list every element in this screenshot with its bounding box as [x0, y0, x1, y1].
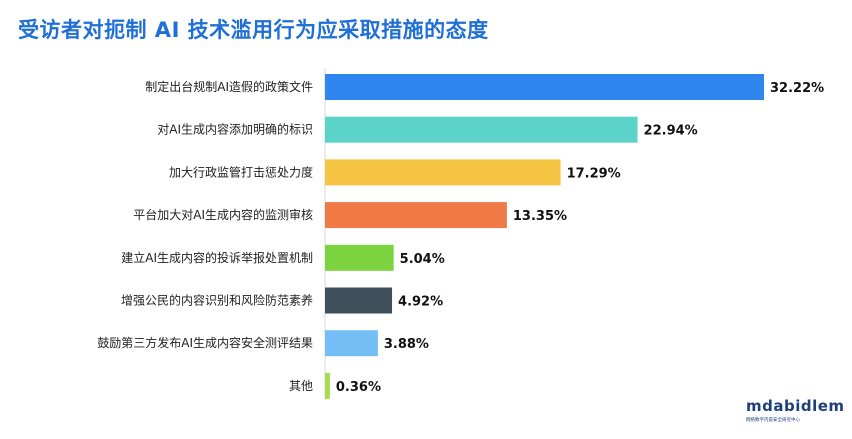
bar	[325, 202, 507, 229]
bar	[325, 159, 561, 186]
value-label: 32.22%	[770, 81, 824, 96]
bar	[325, 116, 638, 143]
category-label: 其他	[289, 379, 313, 393]
value-label: 3.88%	[384, 337, 429, 352]
category-label: 鼓励第三方发布AI生成内容安全测评结果	[97, 335, 313, 350]
bars-group: 制定出台规制AI造假的政策文件 32.22% 对AI生成内容添加明确的标识 22.94…	[97, 68, 824, 400]
category-label: 增强公民的内容识别和风险防范素养	[121, 293, 313, 308]
value-label: 5.04%	[400, 252, 445, 267]
category-label: 平台加大对AI生成内容的监测审核	[133, 207, 313, 222]
brand-logo: mdabidlem 网络数字内容安全研究中心	[746, 393, 844, 431]
bar	[325, 244, 394, 271]
bar	[325, 287, 393, 314]
bar	[325, 74, 764, 100]
bar	[325, 330, 378, 357]
value-label: 13.35%	[513, 209, 567, 224]
category-label: 制定出台规制AI造假的政策文件	[145, 79, 313, 94]
bar	[325, 372, 330, 399]
value-label: 17.29%	[567, 166, 621, 181]
logo-text: mdabidlem	[746, 397, 845, 415]
category-label: 对AI生成内容添加明确的标识	[157, 122, 313, 137]
category-label: 加大行政监管打击惩处力度	[169, 164, 313, 179]
logo-subtext: 网络数字内容安全研究中心	[746, 418, 800, 423]
chart-title: 受访者对扼制 AI 技术滥用行为应采取措施的态度	[18, 18, 489, 42]
value-label: 22.94%	[644, 124, 698, 139]
value-label: 4.92%	[398, 295, 443, 310]
category-label: 建立AI生成内容的投诉举报处置机制	[121, 250, 313, 265]
value-label: 0.36%	[336, 380, 381, 395]
